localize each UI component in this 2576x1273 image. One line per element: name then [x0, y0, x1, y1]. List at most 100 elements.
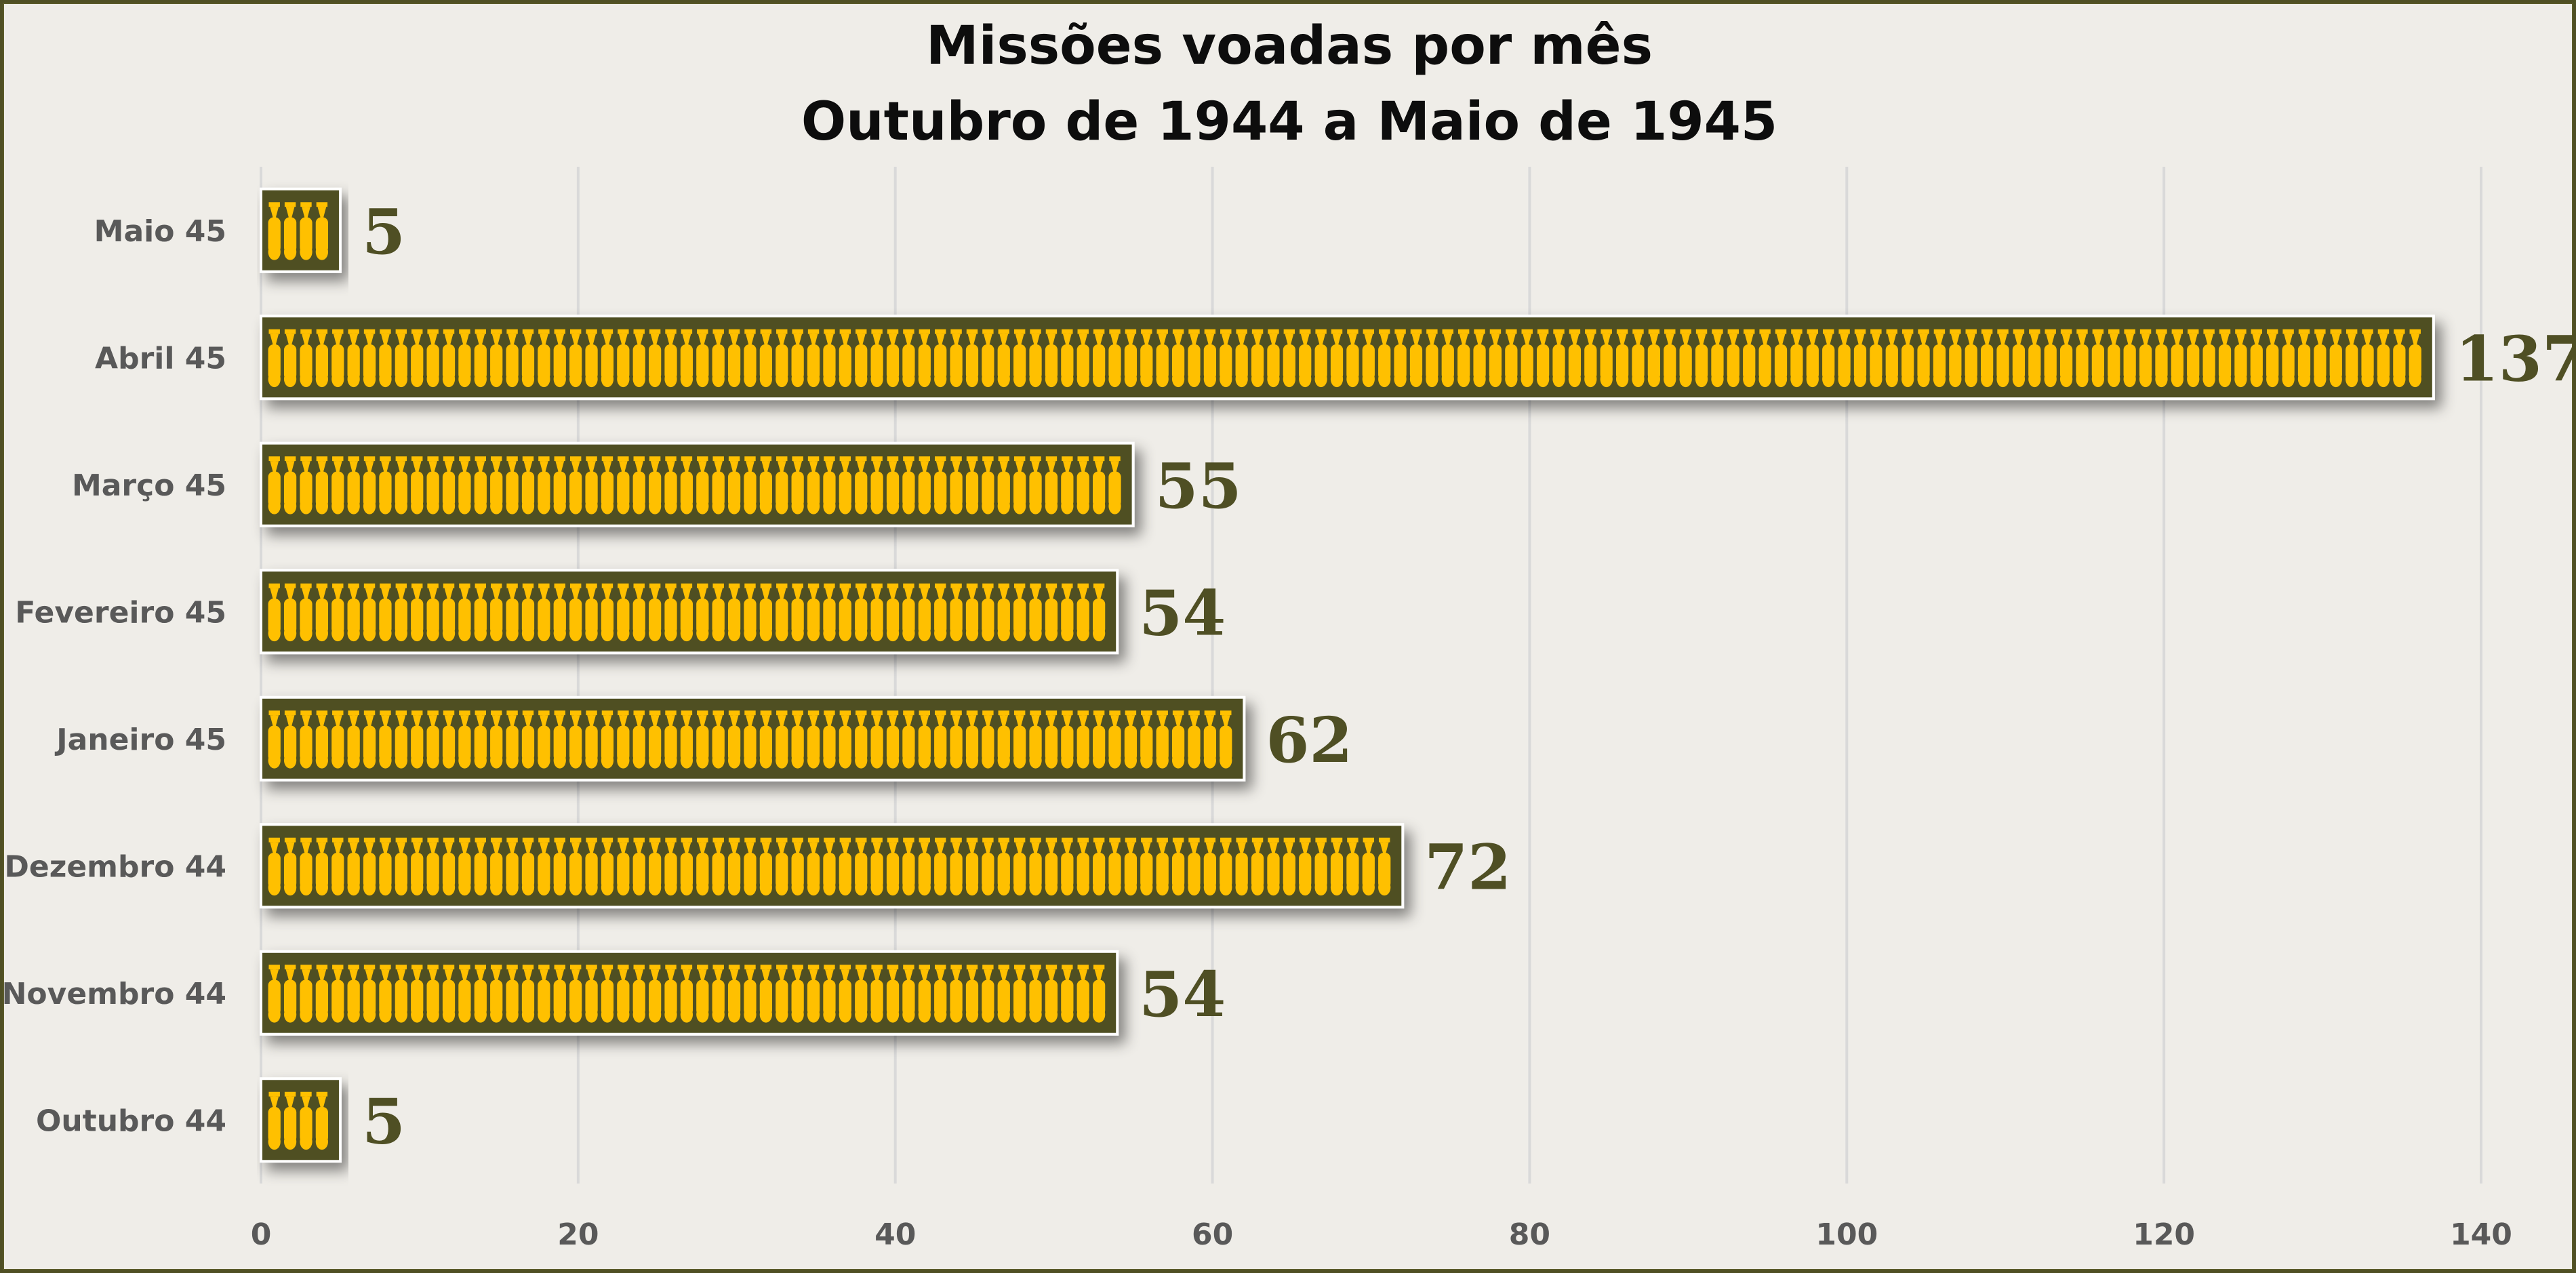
bomb-icon: [1061, 329, 1074, 388]
bomb-icon: [363, 583, 376, 642]
bomb-icon: [426, 329, 439, 388]
bomb-icon: [918, 583, 931, 642]
bomb-icon: [490, 837, 503, 896]
bomb-icon: [934, 837, 947, 896]
bomb-icon: [585, 837, 598, 896]
bomb-icon: [283, 583, 297, 642]
bomb-icon: [1124, 837, 1138, 896]
bomb-icon: [823, 710, 836, 769]
bomb-icon: [2361, 329, 2374, 388]
bar: 137: [260, 315, 2575, 401]
bomb-icon: [839, 710, 851, 769]
bomb-icon: [2314, 329, 2327, 388]
bomb-icon: [2329, 329, 2342, 388]
category-label: Fevereiro 45: [15, 595, 226, 630]
bomb-icon: [331, 329, 344, 388]
bar: 55: [260, 441, 1242, 527]
bomb-icon: [1679, 329, 1692, 388]
bomb-icon: [268, 1091, 281, 1150]
bomb-icon: [1711, 329, 1724, 388]
bomb-icon: [680, 329, 693, 388]
bomb-icon: [1076, 710, 1089, 769]
bomb-icon: [1045, 710, 1058, 769]
bomb-icon: [379, 710, 392, 769]
bomb-icon: [395, 837, 407, 896]
bomb-icon: [490, 329, 503, 388]
bomb-icon: [283, 710, 297, 769]
bomb-icon: [1362, 329, 1375, 388]
bomb-icon: [458, 456, 471, 514]
bomb-icon: [886, 965, 900, 1023]
bomb-icon: [315, 202, 328, 260]
bomb-icon: [839, 329, 851, 388]
bomb-icon: [283, 329, 297, 388]
bomb-icon: [1029, 965, 1042, 1023]
bomb-icon: [458, 583, 471, 642]
bomb-icon: [268, 202, 281, 260]
bomb-icon: [347, 329, 360, 388]
bomb-icon: [1045, 837, 1058, 896]
bomb-icon: [776, 329, 788, 388]
category-label: Novembro 44: [4, 977, 226, 1011]
bomb-icon: [1093, 456, 1106, 514]
bomb-icon: [458, 710, 471, 769]
bomb-icon: [379, 329, 392, 388]
bomb-icon: [1267, 329, 1280, 388]
bomb-icon: [458, 329, 471, 388]
bomb-icon: [300, 329, 313, 388]
bomb-icon: [696, 583, 709, 642]
bomb-icon: [744, 965, 757, 1023]
bomb-icon: [2282, 329, 2295, 388]
bomb-icon: [283, 456, 297, 514]
category-label: Janeiro 45: [54, 723, 226, 757]
bomb-icon: [474, 329, 487, 388]
bomb-icon: [395, 329, 407, 388]
bomb-icon: [395, 583, 407, 642]
chart-title: Missões voadas por mês: [926, 16, 1653, 77]
bomb-icon: [1061, 583, 1074, 642]
bomb-icon: [1996, 329, 2009, 388]
bomb-icon: [855, 837, 868, 896]
bomb-icon: [982, 456, 994, 514]
bomb-icon: [538, 965, 550, 1023]
bomb-icon: [1156, 837, 1169, 896]
bomb-icon: [315, 1091, 328, 1150]
bomb-icon: [411, 710, 424, 769]
bomb-icon: [1267, 837, 1280, 896]
bomb-icon: [1045, 329, 1058, 388]
bomb-icon: [521, 837, 535, 896]
bomb-icon: [1838, 329, 1851, 388]
bomb-icon: [680, 965, 693, 1023]
bomb-icon: [934, 583, 947, 642]
bomb-icon: [870, 710, 883, 769]
bomb-icon: [506, 583, 519, 642]
bomb-icon: [2059, 329, 2073, 388]
bomb-icon: [1171, 329, 1185, 388]
bomb-icon: [855, 456, 868, 514]
bomb-icon: [1013, 965, 1026, 1023]
bomb-icon: [776, 837, 788, 896]
bomb-icon: [902, 456, 915, 514]
bomb-icon: [1061, 965, 1074, 1023]
bomb-icon: [886, 456, 900, 514]
bomb-icon: [347, 583, 360, 642]
bomb-icon: [2139, 329, 2152, 388]
bomb-icon: [870, 965, 883, 1023]
bomb-icon: [426, 710, 439, 769]
bomb-icon: [1600, 329, 1613, 388]
bomb-icon: [2155, 329, 2168, 388]
bomb-icon: [474, 965, 487, 1023]
value-label: 5: [362, 195, 405, 268]
bomb-icon: [982, 583, 994, 642]
bomb-icon: [553, 456, 566, 514]
bomb-icon: [902, 583, 915, 642]
bomb-icon: [1362, 837, 1375, 896]
bomb-icon: [1220, 837, 1232, 896]
bomb-icon: [268, 710, 281, 769]
bomb-icon: [934, 965, 947, 1023]
bomb-icon: [727, 329, 741, 388]
bomb-icon: [538, 583, 550, 642]
bomb-icon: [1124, 710, 1138, 769]
bomb-icon: [553, 329, 566, 388]
bomb-icon: [759, 710, 772, 769]
